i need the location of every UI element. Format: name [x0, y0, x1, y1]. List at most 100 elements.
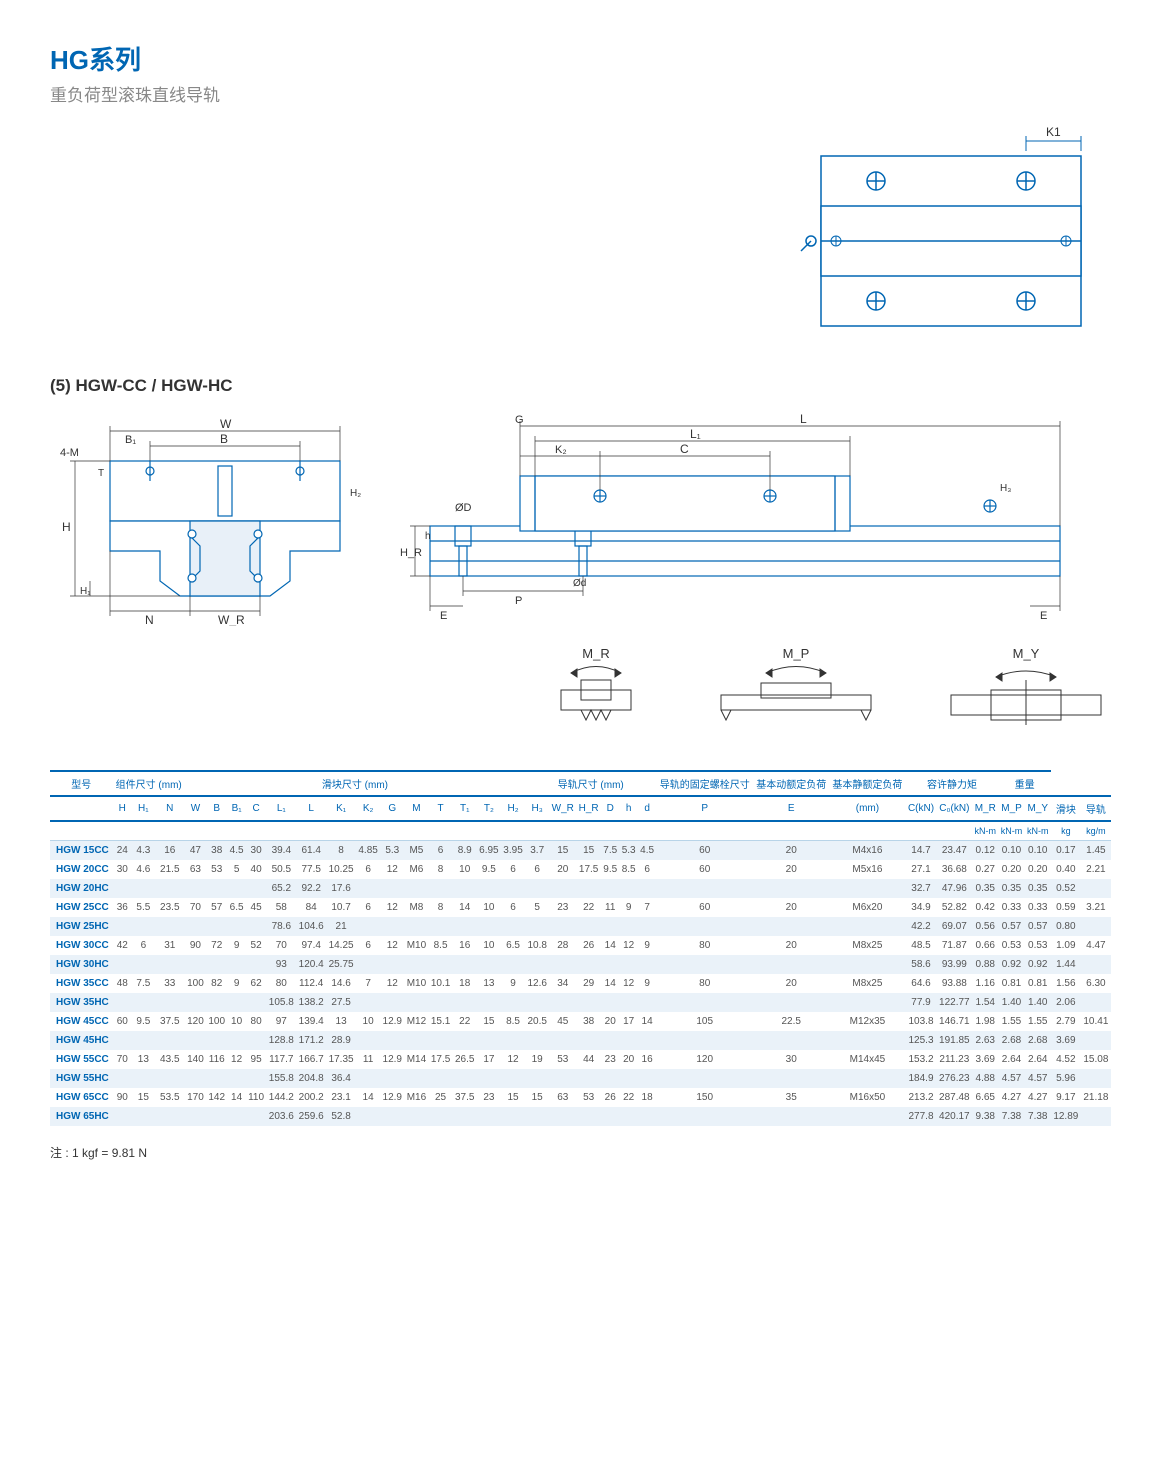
table-cell: 39.4 [266, 841, 296, 861]
table-cell [525, 1031, 549, 1050]
table-cell: 71.87 [937, 936, 973, 955]
table-cell: 6 [428, 841, 452, 861]
table-cell: 3.69 [1051, 1031, 1081, 1050]
table-cell [155, 1107, 185, 1126]
unit-header [266, 821, 296, 841]
table-cell: 12.9 [380, 1050, 404, 1069]
table-cell: 4.88 [972, 1069, 998, 1088]
table-cell: M8 [404, 898, 428, 917]
header-group: 基本动额定负荷 [753, 771, 829, 796]
svg-text:L: L [800, 412, 807, 426]
svg-text:4-M: 4-M [60, 447, 79, 459]
table-cell [829, 955, 905, 974]
table-cell [356, 955, 380, 974]
table-cell: 6 [356, 936, 380, 955]
table-cell: HGW 20CC [50, 860, 113, 879]
table-cell [132, 955, 155, 974]
column-header: C [246, 796, 267, 821]
table-cell: 6.5 [227, 898, 245, 917]
table-cell: 27.1 [906, 860, 937, 879]
table-cell: 80 [246, 1012, 267, 1031]
table-cell: 7.38 [1025, 1107, 1051, 1126]
table-cell: 23 [601, 1050, 619, 1069]
table-cell [656, 955, 753, 974]
table-cell: HGW 20HC [50, 879, 113, 898]
table-cell: 166.7 [296, 1050, 326, 1069]
table-cell: 9.17 [1051, 1088, 1081, 1107]
table-cell: 23.47 [937, 841, 973, 861]
table-cell: 15.08 [1081, 1050, 1111, 1069]
table-cell: HGW 25HC [50, 917, 113, 936]
table-cell [501, 1107, 525, 1126]
table-cell [619, 879, 637, 898]
table-cell [404, 1031, 428, 1050]
unit-header [296, 821, 326, 841]
unit-header [113, 821, 132, 841]
table-cell [356, 1069, 380, 1088]
table-cell: 4.57 [1025, 1069, 1051, 1088]
table-cell: 12 [619, 974, 637, 993]
table-cell [501, 993, 525, 1012]
column-header: H₂ [501, 796, 525, 821]
table-cell: 0.20 [1025, 860, 1051, 879]
table-cell: 26 [601, 1088, 619, 1107]
table-cell: 15 [477, 1012, 501, 1031]
section-label: (5) HGW-CC / HGW-HC [50, 376, 1111, 396]
table-row: HGW 20HC65.292.217.632.747.960.350.350.3… [50, 879, 1111, 898]
unit-header [380, 821, 404, 841]
table-cell: 15 [576, 841, 601, 861]
table-cell: 12 [227, 1050, 245, 1069]
unit-header [132, 821, 155, 841]
table-cell: 2.64 [1025, 1050, 1051, 1069]
table-cell: 62 [246, 974, 267, 993]
table-cell: 23 [477, 1088, 501, 1107]
table-cell: 13 [477, 974, 501, 993]
table-cell [525, 955, 549, 974]
table-cell [829, 993, 905, 1012]
svg-text:W_R: W_R [218, 613, 245, 626]
table-cell: M5 [404, 841, 428, 861]
table-cell: 12 [380, 936, 404, 955]
table-cell: 6 [356, 898, 380, 917]
table-cell: 48.5 [906, 936, 937, 955]
header-group: 组件尺寸 (mm) [113, 771, 185, 796]
unit-header: kN-m [972, 821, 998, 841]
table-cell: 9 [638, 936, 656, 955]
table-cell: 203.6 [266, 1107, 296, 1126]
table-cell: 24 [113, 841, 132, 861]
table-cell: 105.8 [266, 993, 296, 1012]
table-cell: 1.09 [1051, 936, 1081, 955]
table-cell [1081, 1107, 1111, 1126]
svg-text:H₃: H₃ [1000, 483, 1011, 494]
table-cell [619, 917, 637, 936]
column-header: T [428, 796, 452, 821]
series-title: HG系列 [50, 40, 1111, 77]
header-group: 导轨的固定螺栓尺寸 [656, 771, 753, 796]
table-cell: 2.06 [1051, 993, 1081, 1012]
table-cell: 15 [549, 841, 576, 861]
table-cell: 20 [601, 1012, 619, 1031]
table-cell: 22.5 [753, 1012, 829, 1031]
table-cell: HGW 30CC [50, 936, 113, 955]
table-cell [753, 955, 829, 974]
table-cell [155, 1031, 185, 1050]
table-cell [477, 993, 501, 1012]
table-cell: 2.68 [1025, 1031, 1051, 1050]
table-cell: 22 [576, 898, 601, 917]
table-cell [113, 1107, 132, 1126]
table-cell: 17 [619, 1012, 637, 1031]
table-cell: 9 [638, 974, 656, 993]
table-row: HGW 25HC78.6104.62142.269.070.560.570.57… [50, 917, 1111, 936]
table-cell: 6.95 [477, 841, 501, 861]
table-row: HGW 65HC203.6259.652.8277.8420.179.387.3… [50, 1107, 1111, 1126]
table-cell: HGW 65CC [50, 1088, 113, 1107]
table-cell: 60 [656, 860, 753, 879]
table-cell [549, 1031, 576, 1050]
table-cell: 28.9 [326, 1031, 356, 1050]
svg-text:h: h [425, 531, 431, 542]
table-cell: 6.65 [972, 1088, 998, 1107]
table-cell: 104.6 [296, 917, 326, 936]
table-cell [380, 1031, 404, 1050]
table-cell [246, 917, 267, 936]
table-cell [525, 993, 549, 1012]
